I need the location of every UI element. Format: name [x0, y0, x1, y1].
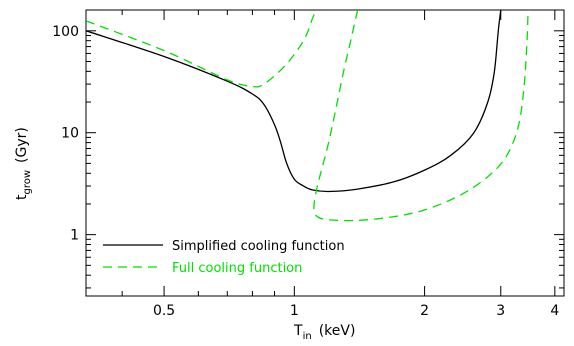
- y-axis-label-main: t: [14, 194, 30, 200]
- y-axis-label: tgrow (Gyr): [14, 127, 33, 200]
- legend-label-simplified: Simplified cooling function: [172, 239, 345, 254]
- y-tick-label: 1: [70, 228, 79, 244]
- x-tick-label: 2: [420, 303, 429, 319]
- y-tick-label: 10: [61, 126, 79, 142]
- y-tick-label: 100: [52, 24, 79, 40]
- x-tick-label: 3: [496, 303, 505, 319]
- x-tick-label: 4: [550, 303, 559, 319]
- x-tick-label: 0.5: [153, 303, 175, 319]
- plot-frame: [85, 9, 565, 297]
- x-axis-label-main: T: [293, 323, 303, 339]
- x-tick-label: 1: [290, 303, 299, 319]
- y-axis-label-unit: (Gyr): [14, 127, 30, 163]
- x-axis-label-sub: in: [303, 331, 312, 342]
- series-line-1-segment-0: [86, 10, 317, 88]
- x-axis-label-unit: (keV): [319, 323, 356, 339]
- x-axis-label: Tin (keV): [293, 323, 355, 342]
- legend: Simplified cooling function Full cooling…: [103, 239, 345, 276]
- axis-ticks: [86, 10, 564, 296]
- series-line-0-segment-0: [86, 10, 502, 193]
- y-axis-label-sub: grow: [22, 170, 33, 195]
- legend-label-full: Full cooling function: [172, 261, 302, 276]
- series-lines: [86, 10, 529, 222]
- series-line-1-segment-1: [313, 10, 529, 222]
- axis-tick-labels: 0.5 1 2 3 4 1 10 100: [52, 24, 559, 319]
